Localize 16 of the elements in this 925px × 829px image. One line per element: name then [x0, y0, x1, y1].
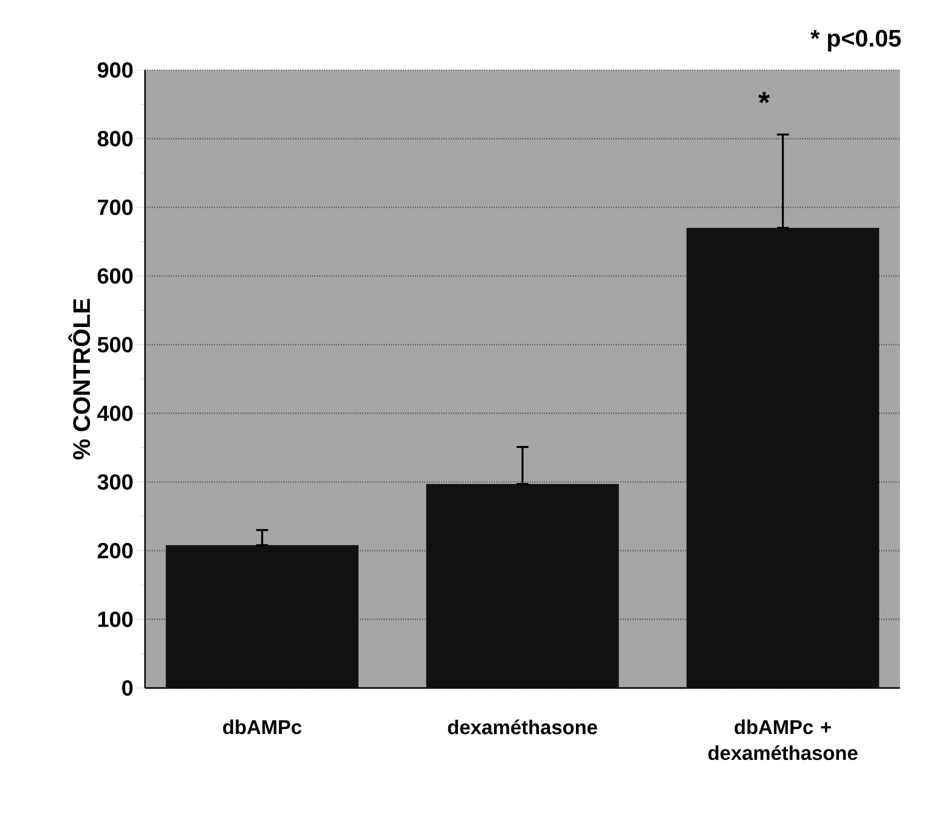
y-tick-label: 700 — [98, 200, 133, 216]
y-tick-label: 400 — [97, 406, 133, 422]
x-tick-label: dexaméthasone — [448, 720, 598, 734]
y-tick-label: 0 — [122, 680, 133, 696]
y-tick-label: 500 — [98, 336, 133, 352]
x-tick-label: dbAMPc + dexaméthasone — [708, 720, 858, 760]
y-tick-label: 100 — [98, 612, 133, 628]
y-tick-label: 600 — [98, 268, 133, 284]
y-axis-title: % CONTRÔLE — [68, 298, 90, 460]
y-tick-label: 900 — [98, 62, 133, 78]
y-tick-label: 200 — [98, 542, 133, 558]
x-tick-label: dbAMPc — [223, 720, 302, 734]
text: * p<0.05 — [810, 30, 901, 52]
y-tick-label: 800 — [98, 130, 133, 146]
y-tick-label: 300 — [97, 474, 133, 490]
annotation: * — [758, 92, 770, 104]
